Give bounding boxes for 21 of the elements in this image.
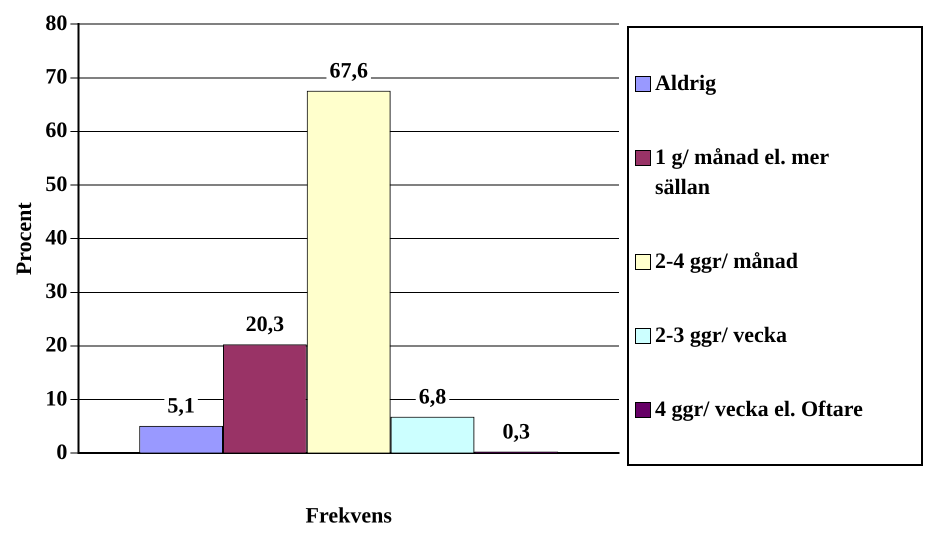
y-tick-label: 50 <box>45 170 68 196</box>
y-tick-label: 80 <box>45 10 68 35</box>
x-axis-title: Frekvens <box>306 502 392 528</box>
y-tick-label: 40 <box>45 224 68 250</box>
y-axis-title: Procent <box>10 202 36 276</box>
data-label: 0,3 <box>502 418 530 444</box>
legend-label: 4 ggr/ vecka el. Oftare <box>655 395 863 423</box>
y-tick-label: 30 <box>45 278 68 304</box>
legend-label: 2-4 ggr/ månad <box>655 247 798 275</box>
y-tick-label: 60 <box>45 117 68 142</box>
legend-label: 2-3 ggr/ vecka <box>655 321 787 349</box>
data-label: 20,3 <box>246 311 284 336</box>
y-tick-label: 70 <box>45 64 68 89</box>
data-label: 67,6 <box>329 57 368 82</box>
data-label: 5,1 <box>167 392 195 418</box>
legend-label: Aldrig <box>655 69 716 97</box>
y-tick-label: 10 <box>45 385 68 410</box>
y-tick-label: 0 <box>56 438 68 464</box>
y-tick-label: 20 <box>45 332 68 357</box>
data-label: 6,8 <box>418 383 446 408</box>
legend-label: 1 g/ månad el. mer sällan <box>655 143 830 201</box>
